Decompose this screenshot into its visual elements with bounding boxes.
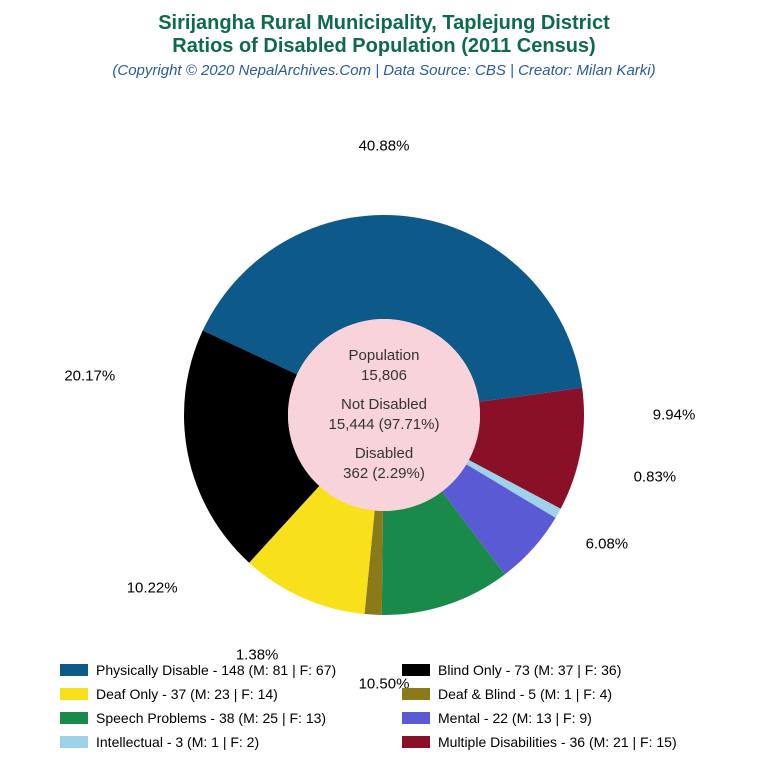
pop-label: Population	[349, 346, 420, 366]
pct-label: 0.83%	[634, 469, 677, 486]
pct-label: 9.94%	[653, 406, 696, 423]
legend-text: Speech Problems - 38 (M: 25 | F: 13)	[96, 710, 326, 726]
legend-item: Mental - 22 (M: 13 | F: 9)	[402, 710, 720, 726]
d-label: Disabled	[343, 444, 425, 464]
pct-label: 20.17%	[64, 368, 115, 385]
title-line1: Sirijangha Rural Municipality, Taplejung…	[0, 12, 768, 35]
legend-swatch	[60, 736, 88, 748]
pct-label: 6.08%	[586, 536, 629, 553]
legend: Physically Disable - 148 (M: 81 | F: 67)…	[60, 662, 720, 750]
pct-label: 40.88%	[359, 137, 410, 154]
legend-text: Deaf & Blind - 5 (M: 1 | F: 4)	[438, 686, 612, 702]
legend-text: Physically Disable - 148 (M: 81 | F: 67)	[96, 662, 336, 678]
pct-label: 1.38%	[236, 646, 279, 663]
legend-swatch	[402, 736, 430, 748]
legend-item: Physically Disable - 148 (M: 81 | F: 67)	[60, 662, 378, 678]
legend-swatch	[60, 712, 88, 724]
legend-item: Speech Problems - 38 (M: 25 | F: 13)	[60, 710, 378, 726]
legend-text: Intellectual - 3 (M: 1 | F: 2)	[96, 734, 259, 750]
donut-chart: Population 15,806 Not Disabled 15,444 (9…	[144, 175, 624, 655]
legend-swatch	[402, 664, 430, 676]
pop-value: 15,806	[349, 366, 420, 386]
legend-text: Multiple Disabilities - 36 (M: 21 | F: 1…	[438, 734, 677, 750]
legend-swatch	[402, 712, 430, 724]
legend-item: Multiple Disabilities - 36 (M: 21 | F: 1…	[402, 734, 720, 750]
legend-item: Blind Only - 73 (M: 37 | F: 36)	[402, 662, 720, 678]
title-block: Sirijangha Rural Municipality, Taplejung…	[0, 0, 768, 79]
nd-value: 15,444 (97.71%)	[329, 415, 440, 435]
legend-text: Blind Only - 73 (M: 37 | F: 36)	[438, 662, 621, 678]
legend-swatch	[60, 664, 88, 676]
legend-item: Deaf & Blind - 5 (M: 1 | F: 4)	[402, 686, 720, 702]
title-line2: Ratios of Disabled Population (2011 Cens…	[0, 35, 768, 58]
pct-label: 10.22%	[127, 579, 178, 596]
legend-item: Intellectual - 3 (M: 1 | F: 2)	[60, 734, 378, 750]
legend-swatch	[402, 688, 430, 700]
legend-text: Mental - 22 (M: 13 | F: 9)	[438, 710, 592, 726]
legend-item: Deaf Only - 37 (M: 23 | F: 14)	[60, 686, 378, 702]
d-value: 362 (2.29%)	[343, 464, 425, 484]
legend-swatch	[60, 688, 88, 700]
subtitle: (Copyright © 2020 NepalArchives.Com | Da…	[0, 62, 768, 79]
nd-label: Not Disabled	[329, 395, 440, 415]
center-info: Population 15,806 Not Disabled 15,444 (9…	[288, 319, 480, 511]
legend-text: Deaf Only - 37 (M: 23 | F: 14)	[96, 686, 278, 702]
